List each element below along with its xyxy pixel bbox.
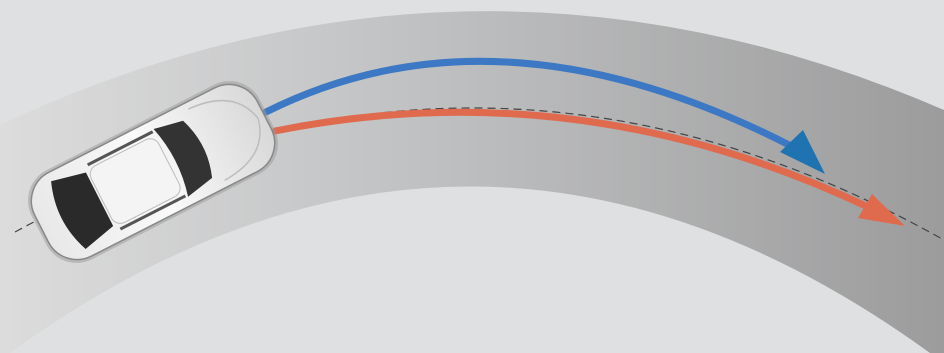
red-path (271, 108, 905, 226)
car (27, 81, 279, 263)
blue-path (262, 57, 825, 174)
